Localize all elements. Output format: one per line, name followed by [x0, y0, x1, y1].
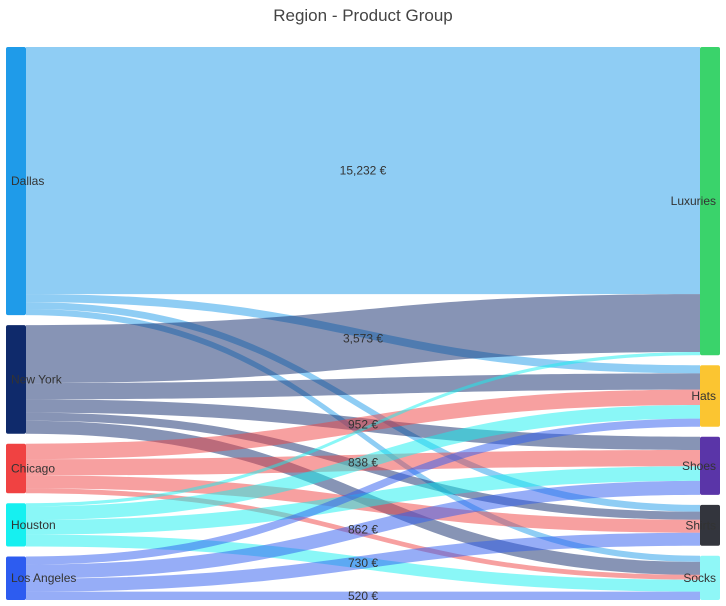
link-dallas-to-luxuries[interactable]: [26, 47, 700, 295]
link-new-york-to-luxuries[interactable]: [26, 294, 700, 384]
link-los-angeles-to-shirts[interactable]: [26, 532, 700, 592]
links-layer: [26, 47, 700, 600]
target-node-label: Shirts: [685, 518, 716, 532]
target-node-luxuries[interactable]: [700, 47, 720, 356]
flow-value-label: 15,232 €: [340, 164, 387, 178]
flow-value-label: 862 €: [348, 523, 378, 537]
link-houston-to-luxuries[interactable]: [26, 352, 700, 507]
source-node-dallas[interactable]: [6, 47, 26, 316]
flow-value-label: 952 €: [348, 417, 378, 431]
target-node-socks[interactable]: [700, 555, 720, 600]
flow-value-label: 3,573 €: [343, 332, 383, 346]
target-node-shirts[interactable]: [700, 504, 720, 546]
link-houston-to-shoes[interactable]: [26, 466, 700, 535]
link-los-angeles-to-hats[interactable]: [26, 418, 700, 565]
source-node-label: New York: [11, 372, 63, 386]
source-node-label: Los Angeles: [11, 571, 76, 585]
target-node-label: Luxuries: [671, 194, 716, 208]
chart-title: Region - Product Group: [273, 6, 453, 25]
source-node-los-angeles[interactable]: [6, 556, 26, 600]
source-node-label: Dallas: [11, 174, 44, 188]
source-node-new-york[interactable]: [6, 325, 26, 434]
target-node-label: Socks: [683, 571, 716, 585]
target-node-shoes[interactable]: [700, 436, 720, 495]
link-houston-to-hats[interactable]: [26, 405, 700, 521]
source-node-label: Houston: [11, 518, 56, 532]
source-node-houston[interactable]: [6, 503, 26, 547]
nodes-layer: [6, 47, 720, 600]
link-los-angeles-to-shoes[interactable]: [26, 480, 700, 579]
link-new-york-to-hats[interactable]: [26, 373, 700, 400]
link-dallas-to-shirts[interactable]: [26, 302, 700, 512]
flow-value-label: 520 €: [348, 589, 378, 603]
source-node-chicago[interactable]: [6, 443, 26, 494]
source-node-label: Chicago: [11, 461, 55, 475]
flow-value-label: 838 €: [348, 456, 378, 470]
target-node-label: Shoes: [682, 459, 716, 473]
link-dallas-to-socks[interactable]: [26, 308, 700, 562]
link-los-angeles-to-socks[interactable]: [26, 591, 700, 600]
labels-layer: 15,232 € 3,573 € 952 € 838 € 730 € 862 € 520 €…: [11, 164, 716, 603]
flow-value-label: 730 €: [348, 556, 378, 570]
target-node-label: Hats: [691, 389, 716, 403]
link-chicago-to-hats[interactable]: [26, 389, 700, 460]
target-node-hats[interactable]: [700, 365, 720, 427]
